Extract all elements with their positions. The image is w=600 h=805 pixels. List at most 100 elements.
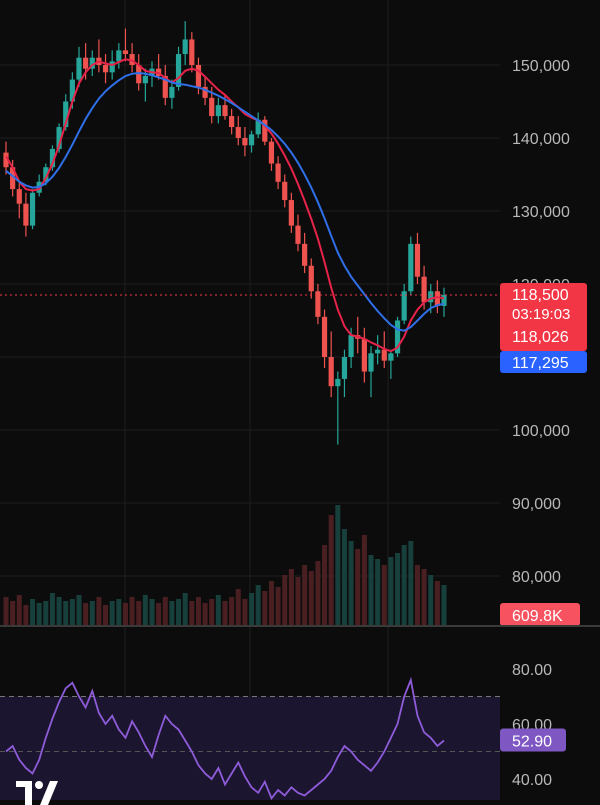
candle [248,130,255,153]
volume-bar [3,597,9,625]
candle [215,97,221,124]
candle [302,232,308,274]
volume-bar [375,559,381,625]
volume-bar [169,601,175,625]
volume-bar [395,553,401,625]
volume-bar [335,505,341,625]
price-tick-label: 90,000 [512,496,561,513]
candle [242,127,248,157]
volume-bar [122,603,128,625]
volume-bar [195,597,201,625]
price-tick-label: 130,000 [512,204,570,221]
volume-bar [288,569,294,625]
volume-bar [222,601,228,625]
price-tick-label: 140,000 [512,131,570,148]
candle [408,236,414,295]
candle [16,181,22,219]
volume-bar [441,585,447,625]
volume-value: 609.8K [512,608,563,625]
candle [441,287,447,317]
candles [3,21,447,445]
candle [288,192,294,233]
volume-bar [215,595,221,625]
candle [368,346,374,398]
candle [375,335,381,365]
volume-bar [63,601,69,625]
candle-countdown: 03:19:03 [512,306,570,323]
volume-bar [209,599,215,625]
volume-bar [202,603,208,625]
volume-bar [142,595,148,625]
candle [355,316,361,354]
volume-bar [69,599,75,625]
candle [328,331,334,398]
volume-bar [388,557,394,625]
last-price-value: 118,500 [512,287,569,304]
candle [162,65,168,106]
volume-bar [36,603,42,625]
candle [102,54,109,84]
candle [76,46,82,87]
candle [129,43,135,73]
grid-lines [0,0,500,800]
volume-bar [322,545,328,625]
moving-averages [5,58,445,353]
volume-bars [3,505,447,625]
volume-bar [275,587,281,625]
candle [341,349,348,398]
volume-bar [109,601,115,625]
volume-bar [16,595,22,625]
volume-bar [156,603,162,625]
ma-fast-value: 118,026 [512,329,569,346]
volume-bar [368,555,374,625]
volume-bar [176,599,182,625]
tradingview-logo [16,781,58,805]
volume-bar [355,549,361,625]
volume-bar [381,565,387,625]
rsi-tick-label: 80.00 [512,662,552,679]
volume-bar [89,601,95,625]
candle [116,43,122,69]
volume-bar [10,601,16,625]
price-tags: 118,500 03:19:03 118,026 117,295 609.8K [500,282,587,626]
candle [361,327,367,383]
candle [315,284,321,325]
candle [282,174,288,208]
volume-bar [103,605,109,625]
candle [308,258,314,299]
volume-bar [255,585,261,625]
volume-bar [43,601,49,625]
candle [321,309,328,368]
volume-bar [56,597,62,625]
candle [335,371,341,445]
ma-slow-value: 117,295 [512,355,569,372]
volume-bar [328,515,334,625]
volume-bar [76,595,82,625]
candle [275,156,281,190]
volume-bar [49,593,55,625]
ma-slow-tag: 117,295 [500,350,587,373]
candle [295,214,301,252]
volume-bar [162,597,168,625]
volume-bar [315,561,321,625]
candle [23,192,29,237]
volume-bar [262,591,268,625]
rsi-line [5,676,445,800]
candle [262,116,268,146]
rsi-value-tag: 52.90 [500,728,566,752]
volume-bar [242,599,248,625]
candle [169,79,175,109]
candle [229,108,235,135]
volume-bar [401,545,407,625]
volume-bar [182,593,188,625]
volume-bar [421,569,427,625]
price-tick-label: 100,000 [512,423,570,440]
ma-fast-line [5,58,445,353]
volume-bar [341,529,347,625]
price-tick-label: 80,000 [512,569,561,586]
candle [414,232,421,284]
volume-bar [83,603,89,625]
volume-bar [149,599,155,625]
volume-bar [302,565,308,625]
